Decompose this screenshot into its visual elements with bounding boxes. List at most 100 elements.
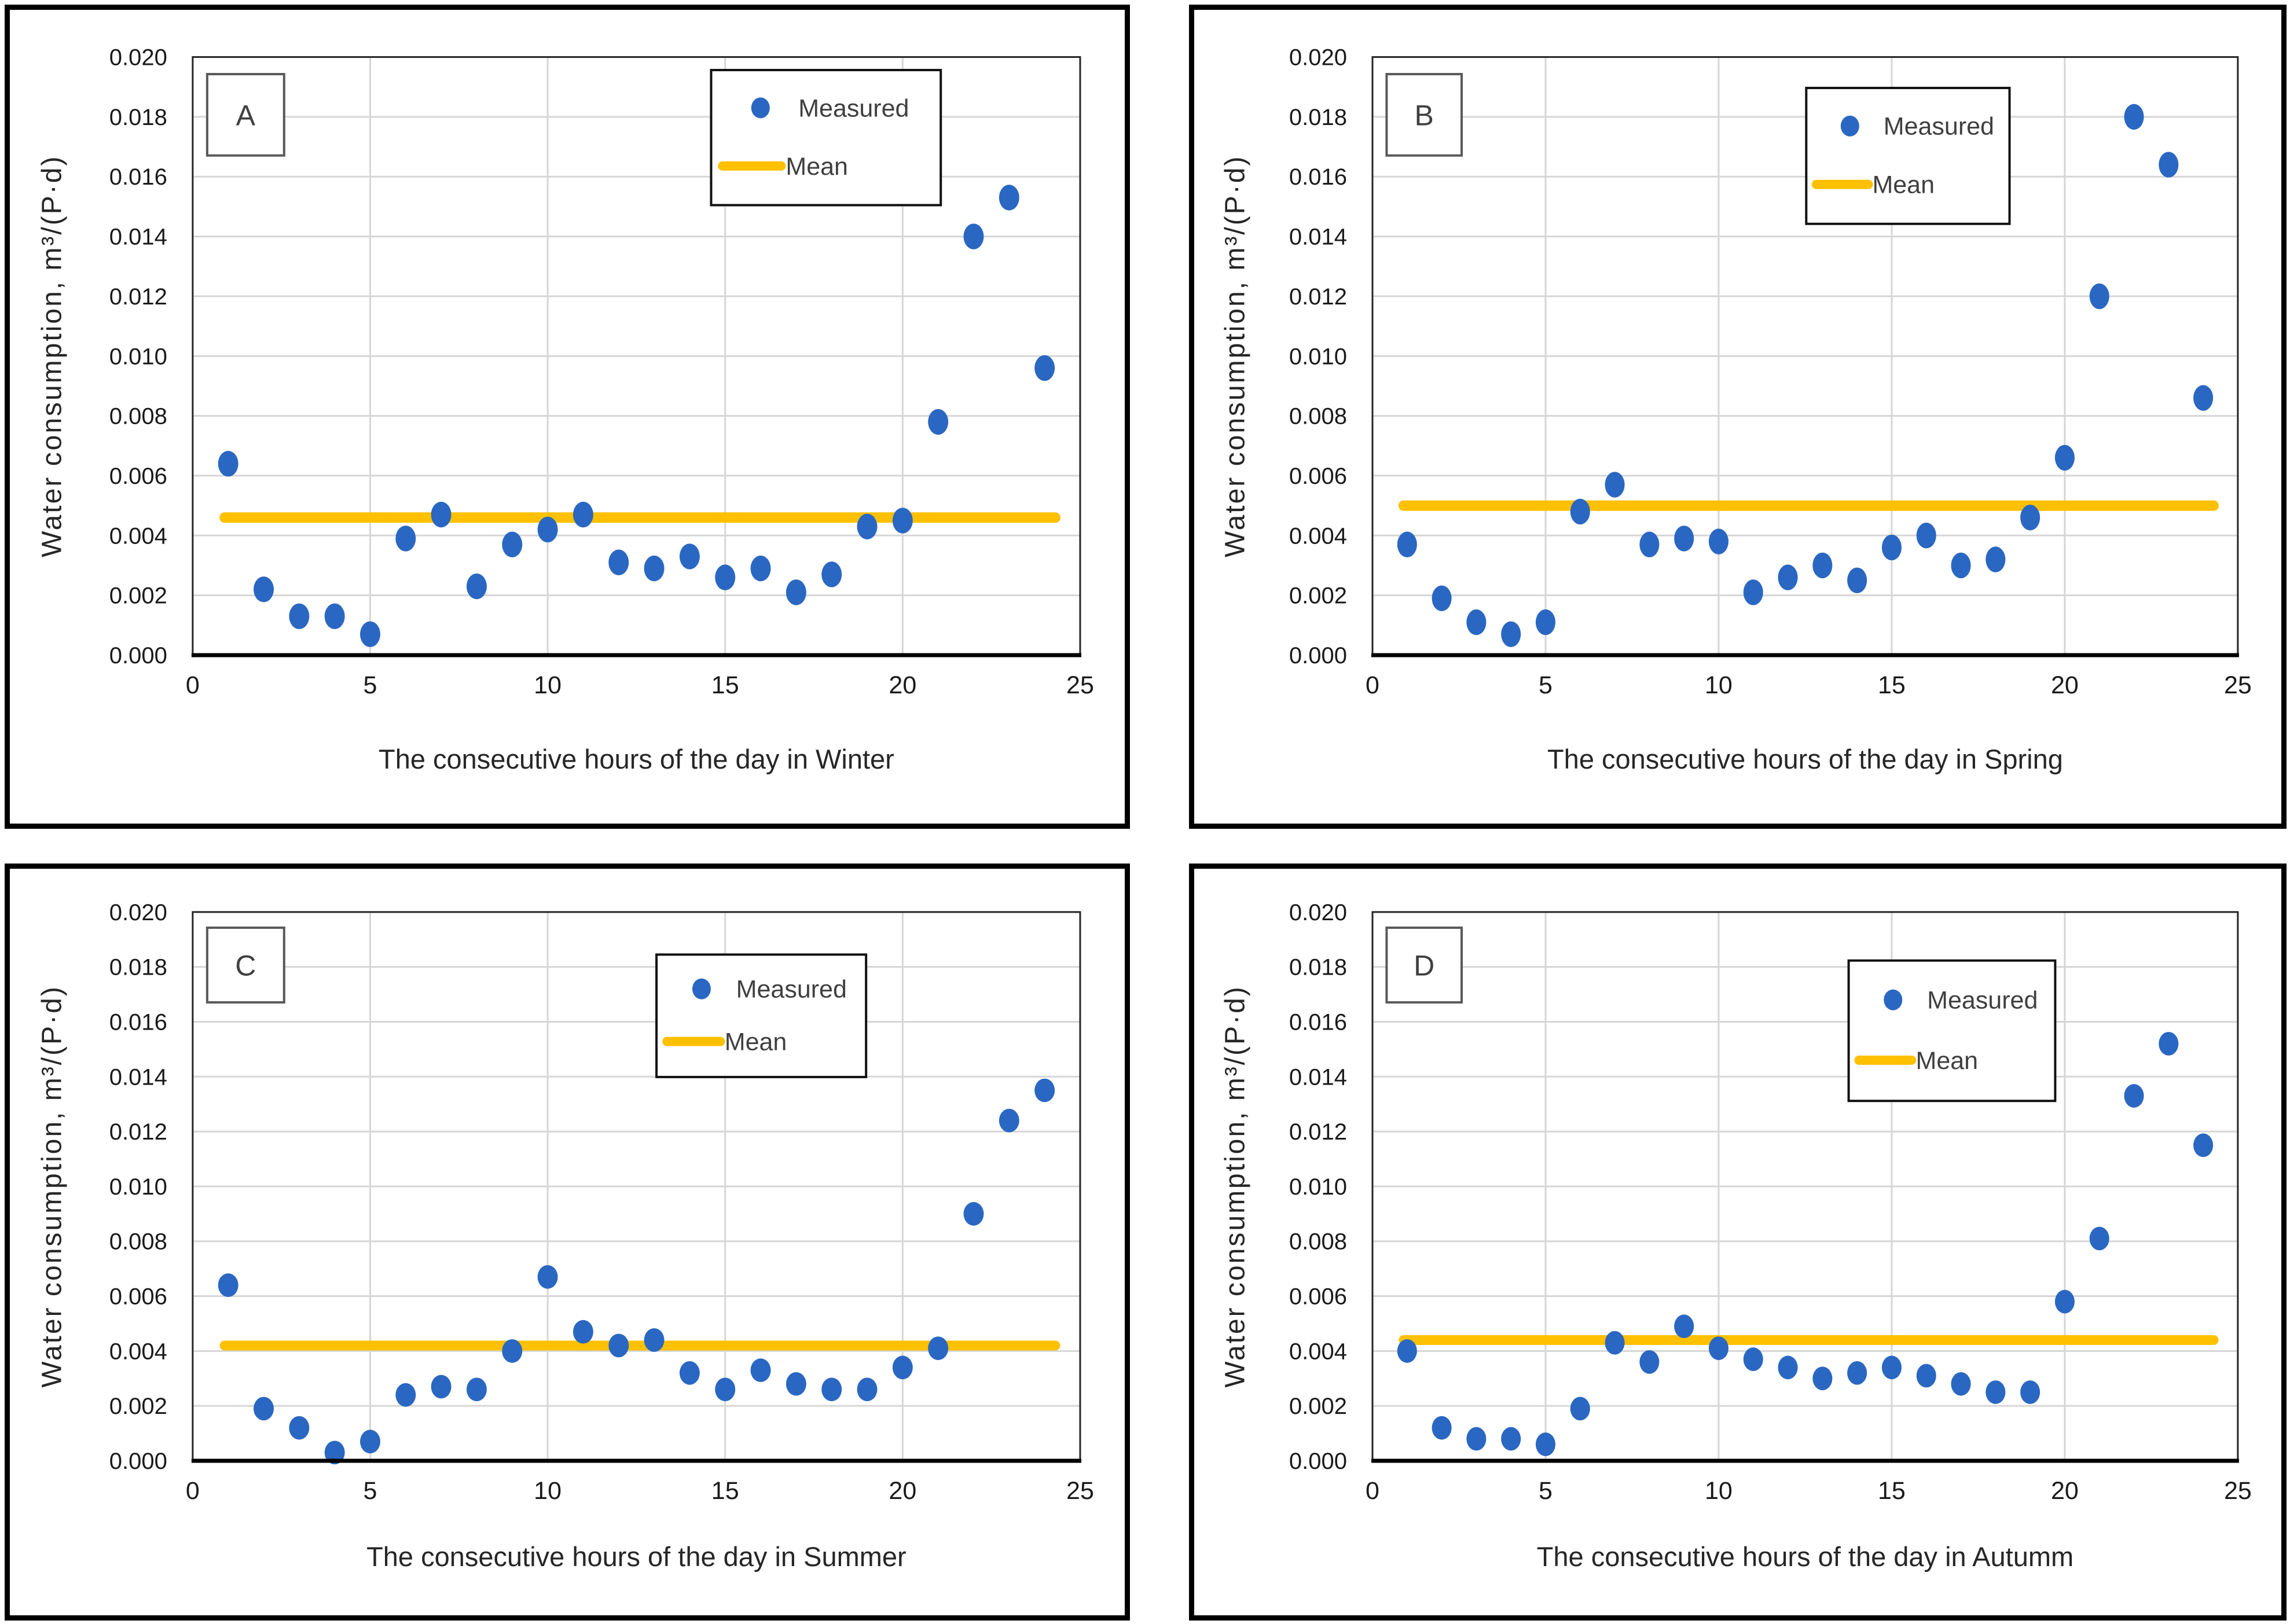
measured-point	[1639, 531, 1660, 557]
measured-series	[1397, 104, 2214, 648]
y-axis-title: Water consumption, m³/(P·d)	[1220, 155, 1250, 557]
measured-point	[928, 1336, 949, 1360]
measured-point	[2193, 385, 2214, 411]
x-tick-label: 5	[1539, 671, 1553, 699]
y-tick-label: 0.008	[109, 1229, 167, 1255]
x-tick-label: 25	[2224, 1477, 2252, 1505]
measured-point	[431, 1375, 452, 1399]
chart-a: 0.000 0.002 0.004 0.006 0.008 0.010 0.012 0.014…	[37, 45, 1094, 774]
measured-point	[2159, 152, 2179, 178]
measured-point	[1778, 564, 1798, 590]
measured-point	[218, 451, 238, 477]
measured-point	[1916, 1364, 1936, 1388]
panel-letter: A	[236, 99, 256, 131]
measured-point	[608, 549, 629, 575]
measured-point	[324, 603, 345, 630]
y-axis-title: Water consumption, m³/(P·d)	[37, 155, 68, 557]
measured-point	[218, 1273, 238, 1297]
x-tick-label: 0	[186, 671, 200, 699]
measured-point	[254, 576, 274, 602]
legend-measured-label: Measured	[1927, 987, 2038, 1015]
x-tick-label: 15	[711, 1477, 739, 1505]
measured-point	[857, 1377, 878, 1402]
legend-box	[655, 953, 868, 1078]
measured-point	[963, 223, 984, 249]
x-tick-label: 25	[1066, 671, 1094, 699]
legend-box	[1805, 86, 2011, 225]
measured-point	[1432, 585, 1452, 612]
measured-point	[1743, 1347, 1763, 1371]
measured-point	[431, 501, 452, 528]
legend: Measured Mean	[1847, 959, 2057, 1103]
x-tick-label: 25	[2224, 671, 2252, 699]
y-tick-label: 0.018	[109, 955, 167, 980]
measured-point	[572, 501, 593, 528]
x-tick-label: 20	[889, 1477, 916, 1505]
measured-point	[2054, 444, 2075, 471]
panel-letter-box	[1385, 926, 1463, 1004]
measured-point	[1605, 1331, 1625, 1355]
y-tick-label: 0.018	[1289, 955, 1347, 980]
y-tick-label: 0.000	[109, 1449, 167, 1474]
measured-series	[218, 1078, 1055, 1465]
chart-b: 0.000 0.002 0.004 0.006 0.008 0.010 0.012 0.014…	[1220, 45, 2252, 774]
y-tick-label: 0.012	[1289, 284, 1347, 310]
x-tick-label: 10	[1705, 671, 1733, 699]
gridlines	[192, 911, 1081, 1461]
y-tick-label: 0.002	[1289, 1394, 1347, 1419]
y-tick-label: 0.016	[1289, 1009, 1347, 1035]
legend-measured-label: Measured	[1884, 113, 1994, 141]
measured-point	[999, 185, 1019, 211]
measured-point	[2159, 1031, 2179, 1056]
y-tick-label: 0.010	[109, 344, 167, 369]
measured-point	[1847, 1361, 1867, 1385]
x-axis-title: The consecutive hours of the day in Wint…	[379, 744, 894, 774]
measured-point	[466, 1377, 487, 1402]
measured-point	[324, 1441, 345, 1465]
legend: Measured Mean	[655, 953, 868, 1078]
panel-summer: 0.000 0.002 0.004 0.006 0.008 0.010 0.012 0.014…	[5, 864, 1130, 1621]
panel-letter-box	[205, 73, 285, 157]
measured-point	[1397, 531, 1417, 557]
measured-point	[466, 573, 487, 600]
y-tick-label: 0.014	[109, 1064, 167, 1090]
y-tick-label: 0.020	[109, 45, 167, 71]
y-tick-label: 0.020	[109, 900, 167, 925]
y-tick-label: 0.014	[1289, 1064, 1347, 1090]
measured-point	[1986, 1380, 2006, 1404]
legend-mean-label: Mean	[725, 1028, 787, 1056]
measured-point	[2124, 104, 2144, 130]
x-tick-label: 15	[1878, 671, 1906, 699]
measured-point	[608, 1333, 629, 1358]
measured-point	[2124, 1084, 2144, 1108]
y-tick-label: 0.016	[109, 1009, 167, 1035]
measured-point	[928, 409, 949, 435]
measured-point	[1916, 523, 1936, 549]
measured-point	[1605, 472, 1625, 498]
measured-point	[679, 1361, 700, 1385]
y-tick-label: 0.008	[109, 404, 167, 429]
x-tick-label: 15	[711, 671, 739, 699]
measured-point	[999, 1108, 1019, 1133]
measured-point	[289, 603, 310, 630]
gridlines	[192, 56, 1081, 655]
y-tick-label: 0.010	[109, 1174, 167, 1200]
y-tick-label: 0.000	[109, 643, 167, 668]
measured-point	[1501, 1427, 1521, 1451]
y-tick-label: 0.012	[109, 1119, 167, 1145]
measured-point	[1501, 621, 1521, 648]
x-axis-title: The consecutive hours of the day in Summ…	[366, 1541, 907, 1572]
measured-point	[715, 1377, 736, 1402]
measured-point	[1432, 1416, 1452, 1440]
y-tick-label: 0.004	[1289, 523, 1347, 549]
y-tick-label: 0.020	[1289, 45, 1347, 71]
measured-point	[644, 555, 665, 582]
y-tick-label: 0.010	[1289, 344, 1347, 369]
legend-box	[1847, 959, 2057, 1103]
y-tick-label: 0.012	[1289, 1119, 1347, 1145]
y-tick-label: 0.014	[1289, 225, 1347, 250]
y-axis-title: Water consumption, m³/(P·d)	[1220, 985, 1250, 1387]
y-tick-label: 0.010	[1289, 1174, 1347, 1200]
x-tick-label: 0	[1366, 671, 1379, 699]
